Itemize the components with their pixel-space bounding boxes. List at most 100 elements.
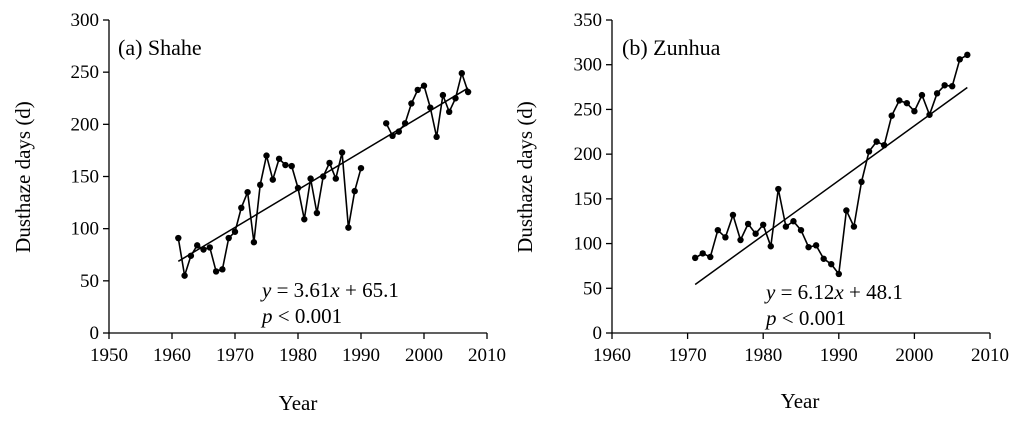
data-point-zunhua <box>797 226 805 234</box>
x-tick-label-shahe: 1950 <box>90 345 128 366</box>
y-tick-label-zunhua: 200 <box>574 144 603 165</box>
data-point-shahe <box>225 234 232 242</box>
y-axis-title-shahe: Dusthaze days (d) <box>11 101 35 253</box>
data-point-shahe <box>187 252 195 259</box>
data-point-shahe <box>294 184 302 192</box>
data-point-shahe <box>219 266 226 273</box>
data-point-shahe <box>326 159 333 167</box>
data-point-shahe <box>320 173 327 180</box>
x-tick-label-zunhua: 2010 <box>971 345 1009 366</box>
data-point-zunhua <box>812 242 820 249</box>
data-point-zunhua <box>873 138 880 145</box>
data-point-shahe <box>345 224 352 231</box>
plot-area-shahe: 0 50 100 150 200 250 300 1950 1960 1970 1980 1990 20… <box>71 10 507 366</box>
data-point-shahe <box>257 181 264 189</box>
data-point-zunhua <box>691 254 699 262</box>
data-point-shahe <box>301 216 308 223</box>
series-line-shahe <box>177 152 362 276</box>
data-point-zunhua <box>722 234 729 241</box>
data-point-zunhua <box>828 260 835 268</box>
data-point-zunhua <box>790 218 797 225</box>
x-tick-label-shahe: 1980 <box>279 345 317 366</box>
y-tick-label-shahe: 150 <box>71 167 100 188</box>
data-point-shahe <box>181 272 188 279</box>
data-point-shahe <box>269 176 276 183</box>
data-point-zunhua <box>949 82 956 90</box>
y-tick-label-zunhua: 250 <box>574 99 603 120</box>
panel-shahe: 0 50 100 150 200 250 300 1950 1960 1970 1980 1990 20… <box>11 10 506 415</box>
data-point-shahe <box>446 108 453 116</box>
x-tick-label-zunhua: 1960 <box>593 345 631 366</box>
data-point-zunhua <box>835 270 842 278</box>
data-point-zunhua <box>926 111 933 118</box>
data-point-shahe <box>439 91 447 99</box>
data-point-shahe <box>275 155 283 162</box>
x-tick-label-shahe: 2000 <box>405 345 443 366</box>
x-tick-label-zunhua: 1990 <box>820 345 858 366</box>
x-axis-title-shahe: Year <box>279 391 318 415</box>
data-point-shahe <box>206 244 213 251</box>
data-point-zunhua <box>865 148 873 155</box>
regression-equation-zunhua: y = 6.12x + 48.1 <box>764 280 903 304</box>
data-point-shahe <box>244 188 251 196</box>
y-tick-label-shahe: 0 <box>90 323 100 344</box>
data-point-shahe <box>175 234 182 242</box>
data-point-shahe <box>408 100 415 107</box>
x-tick-label-shahe: 1970 <box>216 345 254 366</box>
x-tick-label-zunhua: 1970 <box>669 345 707 366</box>
data-point-zunhua <box>903 99 911 107</box>
y-tick-label-zunhua: 300 <box>574 55 603 76</box>
panel-title-zunhua: (b) Zunhua <box>622 35 721 60</box>
data-point-zunhua <box>820 255 827 262</box>
y-tick-label-zunhua: 350 <box>574 10 603 31</box>
data-point-shahe <box>194 242 201 249</box>
data-point-zunhua <box>941 82 948 89</box>
data-point-shahe <box>383 120 390 127</box>
data-point-zunhua <box>911 108 918 115</box>
x-tick-label-zunhua: 2000 <box>895 345 933 366</box>
data-point-zunhua <box>714 226 722 234</box>
data-point-shahe <box>263 152 270 159</box>
data-point-zunhua <box>896 97 903 104</box>
data-point-zunhua <box>880 142 888 149</box>
data-point-shahe <box>313 209 321 217</box>
y-tick-label-shahe: 200 <box>71 114 100 135</box>
data-point-zunhua <box>858 178 865 186</box>
data-point-shahe <box>433 133 440 141</box>
data-point-zunhua <box>699 250 706 257</box>
plot-area-zunhua: 0 50 100 150 200 250 300 350 1960 1970 1980 1990 200… <box>574 10 1010 366</box>
data-point-shahe <box>452 95 459 102</box>
data-point-shahe <box>231 228 239 235</box>
panel-title-shahe: (a) Shahe <box>118 35 202 60</box>
x-axis-title-zunhua: Year <box>781 389 820 413</box>
trend-line-zunhua <box>694 86 968 286</box>
data-point-zunhua <box>744 220 752 228</box>
data-point-shahe <box>351 187 358 195</box>
data-point-zunhua <box>888 112 895 119</box>
y-tick-label-zunhua: 100 <box>574 234 603 255</box>
data-point-shahe <box>212 268 220 275</box>
data-point-zunhua <box>918 91 926 99</box>
data-point-zunhua <box>805 243 812 251</box>
data-point-shahe <box>307 175 314 182</box>
data-point-shahe <box>332 175 339 182</box>
data-point-zunhua <box>729 211 737 219</box>
y-tick-label-shahe: 300 <box>71 10 100 31</box>
data-point-shahe <box>458 70 465 77</box>
data-point-zunhua <box>933 90 941 97</box>
data-point-zunhua <box>767 243 774 250</box>
data-point-zunhua <box>737 236 744 244</box>
y-tick-label-zunhua: 0 <box>593 323 603 344</box>
data-point-shahe <box>401 120 409 127</box>
data-point-zunhua <box>707 253 714 261</box>
data-point-zunhua <box>956 56 963 63</box>
series-line-zunhua <box>694 54 968 277</box>
data-point-zunhua <box>782 223 790 230</box>
data-point-shahe <box>282 161 289 169</box>
data-point-shahe <box>395 128 402 135</box>
data-point-shahe <box>250 239 258 246</box>
data-point-shahe <box>414 86 421 94</box>
data-point-zunhua <box>850 223 858 230</box>
y-tick-label-shahe: 100 <box>71 219 100 240</box>
